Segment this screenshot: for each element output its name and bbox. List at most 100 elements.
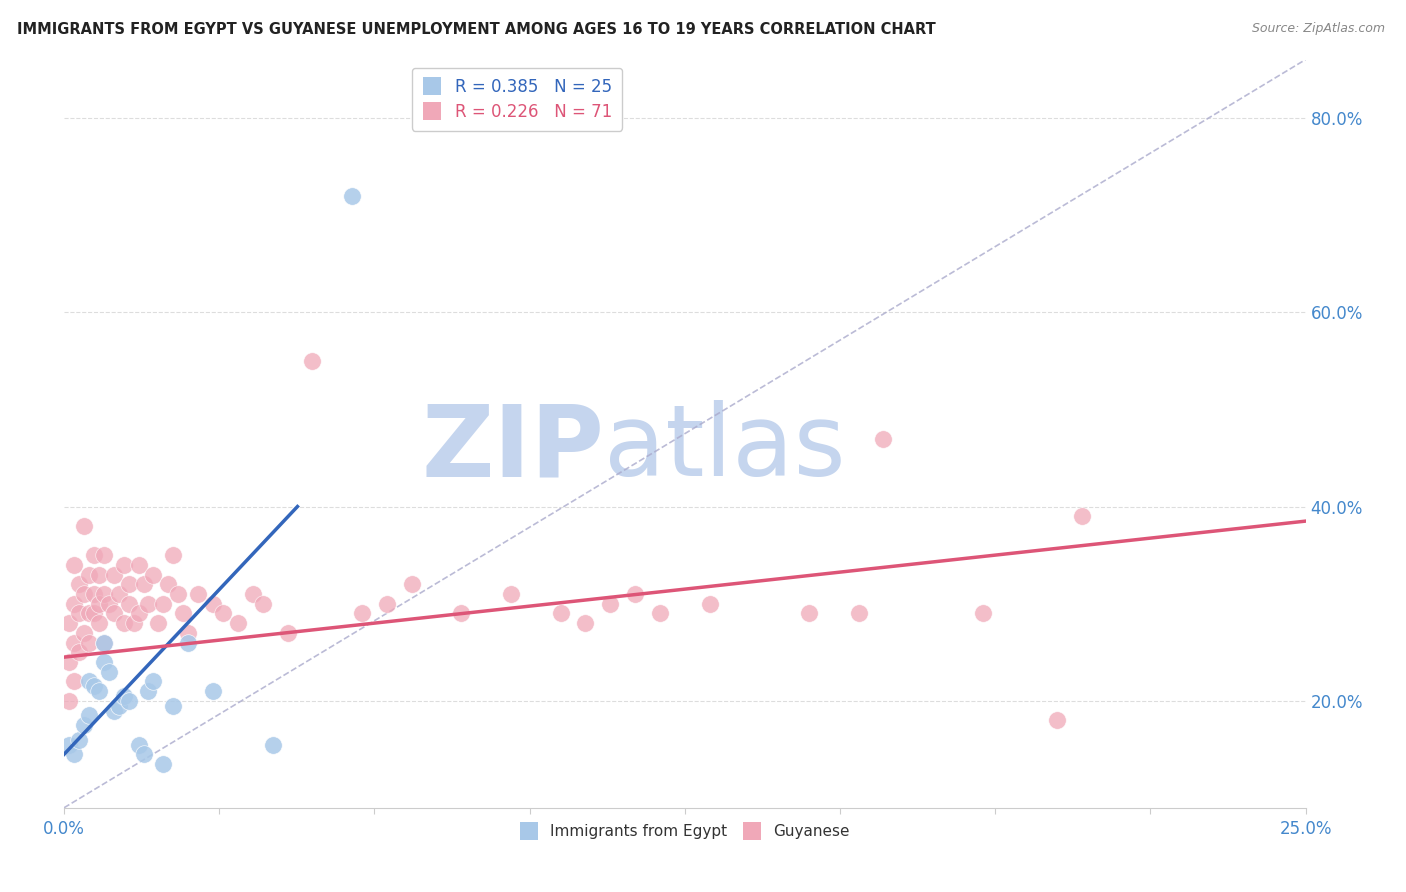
Point bbox=[58, 738, 80, 752]
Point bbox=[128, 558, 150, 572]
Point bbox=[107, 587, 129, 601]
Text: Source: ZipAtlas.com: Source: ZipAtlas.com bbox=[1251, 22, 1385, 36]
Point bbox=[83, 607, 105, 621]
Point bbox=[103, 607, 125, 621]
Point bbox=[848, 607, 870, 621]
Point bbox=[77, 635, 100, 649]
Point bbox=[83, 679, 105, 693]
Point bbox=[117, 694, 139, 708]
Point bbox=[301, 353, 323, 368]
Point bbox=[872, 432, 894, 446]
Point bbox=[138, 684, 160, 698]
Point bbox=[202, 597, 225, 611]
Point bbox=[73, 587, 96, 601]
Point bbox=[112, 558, 135, 572]
Point bbox=[77, 567, 100, 582]
Point bbox=[58, 616, 80, 631]
Point bbox=[83, 548, 105, 562]
Point bbox=[73, 519, 96, 533]
Point bbox=[242, 587, 264, 601]
Point bbox=[112, 689, 135, 703]
Point bbox=[340, 188, 363, 202]
Point bbox=[375, 597, 398, 611]
Point bbox=[167, 587, 190, 601]
Point bbox=[1046, 714, 1069, 728]
Point bbox=[1071, 509, 1094, 524]
Point bbox=[93, 655, 115, 669]
Point bbox=[138, 597, 160, 611]
Point bbox=[148, 616, 170, 631]
Point bbox=[187, 587, 209, 601]
Point bbox=[177, 625, 200, 640]
Point bbox=[401, 577, 423, 591]
Point bbox=[87, 684, 110, 698]
Point bbox=[112, 616, 135, 631]
Point bbox=[73, 718, 96, 732]
Point bbox=[162, 698, 184, 713]
Point bbox=[63, 674, 86, 689]
Point bbox=[77, 708, 100, 723]
Point bbox=[128, 738, 150, 752]
Point bbox=[550, 607, 572, 621]
Point bbox=[93, 635, 115, 649]
Point bbox=[252, 597, 274, 611]
Point bbox=[93, 587, 115, 601]
Point bbox=[107, 698, 129, 713]
Point bbox=[797, 607, 820, 621]
Point bbox=[93, 548, 115, 562]
Point bbox=[132, 577, 155, 591]
Point bbox=[177, 635, 200, 649]
Point bbox=[122, 616, 145, 631]
Point bbox=[67, 645, 90, 659]
Point bbox=[152, 757, 174, 772]
Legend: Immigrants from Egypt, Guyanese: Immigrants from Egypt, Guyanese bbox=[513, 818, 856, 845]
Point bbox=[648, 607, 671, 621]
Point bbox=[117, 577, 139, 591]
Text: atlas: atlas bbox=[605, 401, 846, 497]
Point bbox=[63, 635, 86, 649]
Point bbox=[212, 607, 235, 621]
Point bbox=[97, 665, 120, 679]
Point bbox=[103, 567, 125, 582]
Point bbox=[450, 607, 472, 621]
Point bbox=[63, 558, 86, 572]
Point bbox=[103, 704, 125, 718]
Point bbox=[77, 674, 100, 689]
Point bbox=[117, 597, 139, 611]
Point bbox=[128, 607, 150, 621]
Point bbox=[350, 607, 373, 621]
Point bbox=[97, 597, 120, 611]
Point bbox=[58, 694, 80, 708]
Point bbox=[574, 616, 596, 631]
Point bbox=[58, 655, 80, 669]
Text: ZIP: ZIP bbox=[422, 401, 605, 497]
Point bbox=[152, 597, 174, 611]
Point bbox=[67, 732, 90, 747]
Point bbox=[172, 607, 194, 621]
Point bbox=[87, 567, 110, 582]
Point bbox=[699, 597, 721, 611]
Point bbox=[599, 597, 621, 611]
Point bbox=[624, 587, 647, 601]
Point bbox=[63, 747, 86, 762]
Point bbox=[67, 607, 90, 621]
Point bbox=[132, 747, 155, 762]
Point bbox=[73, 625, 96, 640]
Point bbox=[93, 635, 115, 649]
Point bbox=[226, 616, 249, 631]
Point bbox=[67, 577, 90, 591]
Point bbox=[77, 607, 100, 621]
Point bbox=[83, 587, 105, 601]
Text: IMMIGRANTS FROM EGYPT VS GUYANESE UNEMPLOYMENT AMONG AGES 16 TO 19 YEARS CORRELA: IMMIGRANTS FROM EGYPT VS GUYANESE UNEMPL… bbox=[17, 22, 935, 37]
Point bbox=[162, 548, 184, 562]
Point bbox=[157, 577, 180, 591]
Point bbox=[142, 674, 165, 689]
Point bbox=[499, 587, 522, 601]
Point bbox=[142, 567, 165, 582]
Point bbox=[63, 597, 86, 611]
Point bbox=[87, 616, 110, 631]
Point bbox=[276, 625, 298, 640]
Point bbox=[972, 607, 994, 621]
Point bbox=[87, 597, 110, 611]
Point bbox=[262, 738, 284, 752]
